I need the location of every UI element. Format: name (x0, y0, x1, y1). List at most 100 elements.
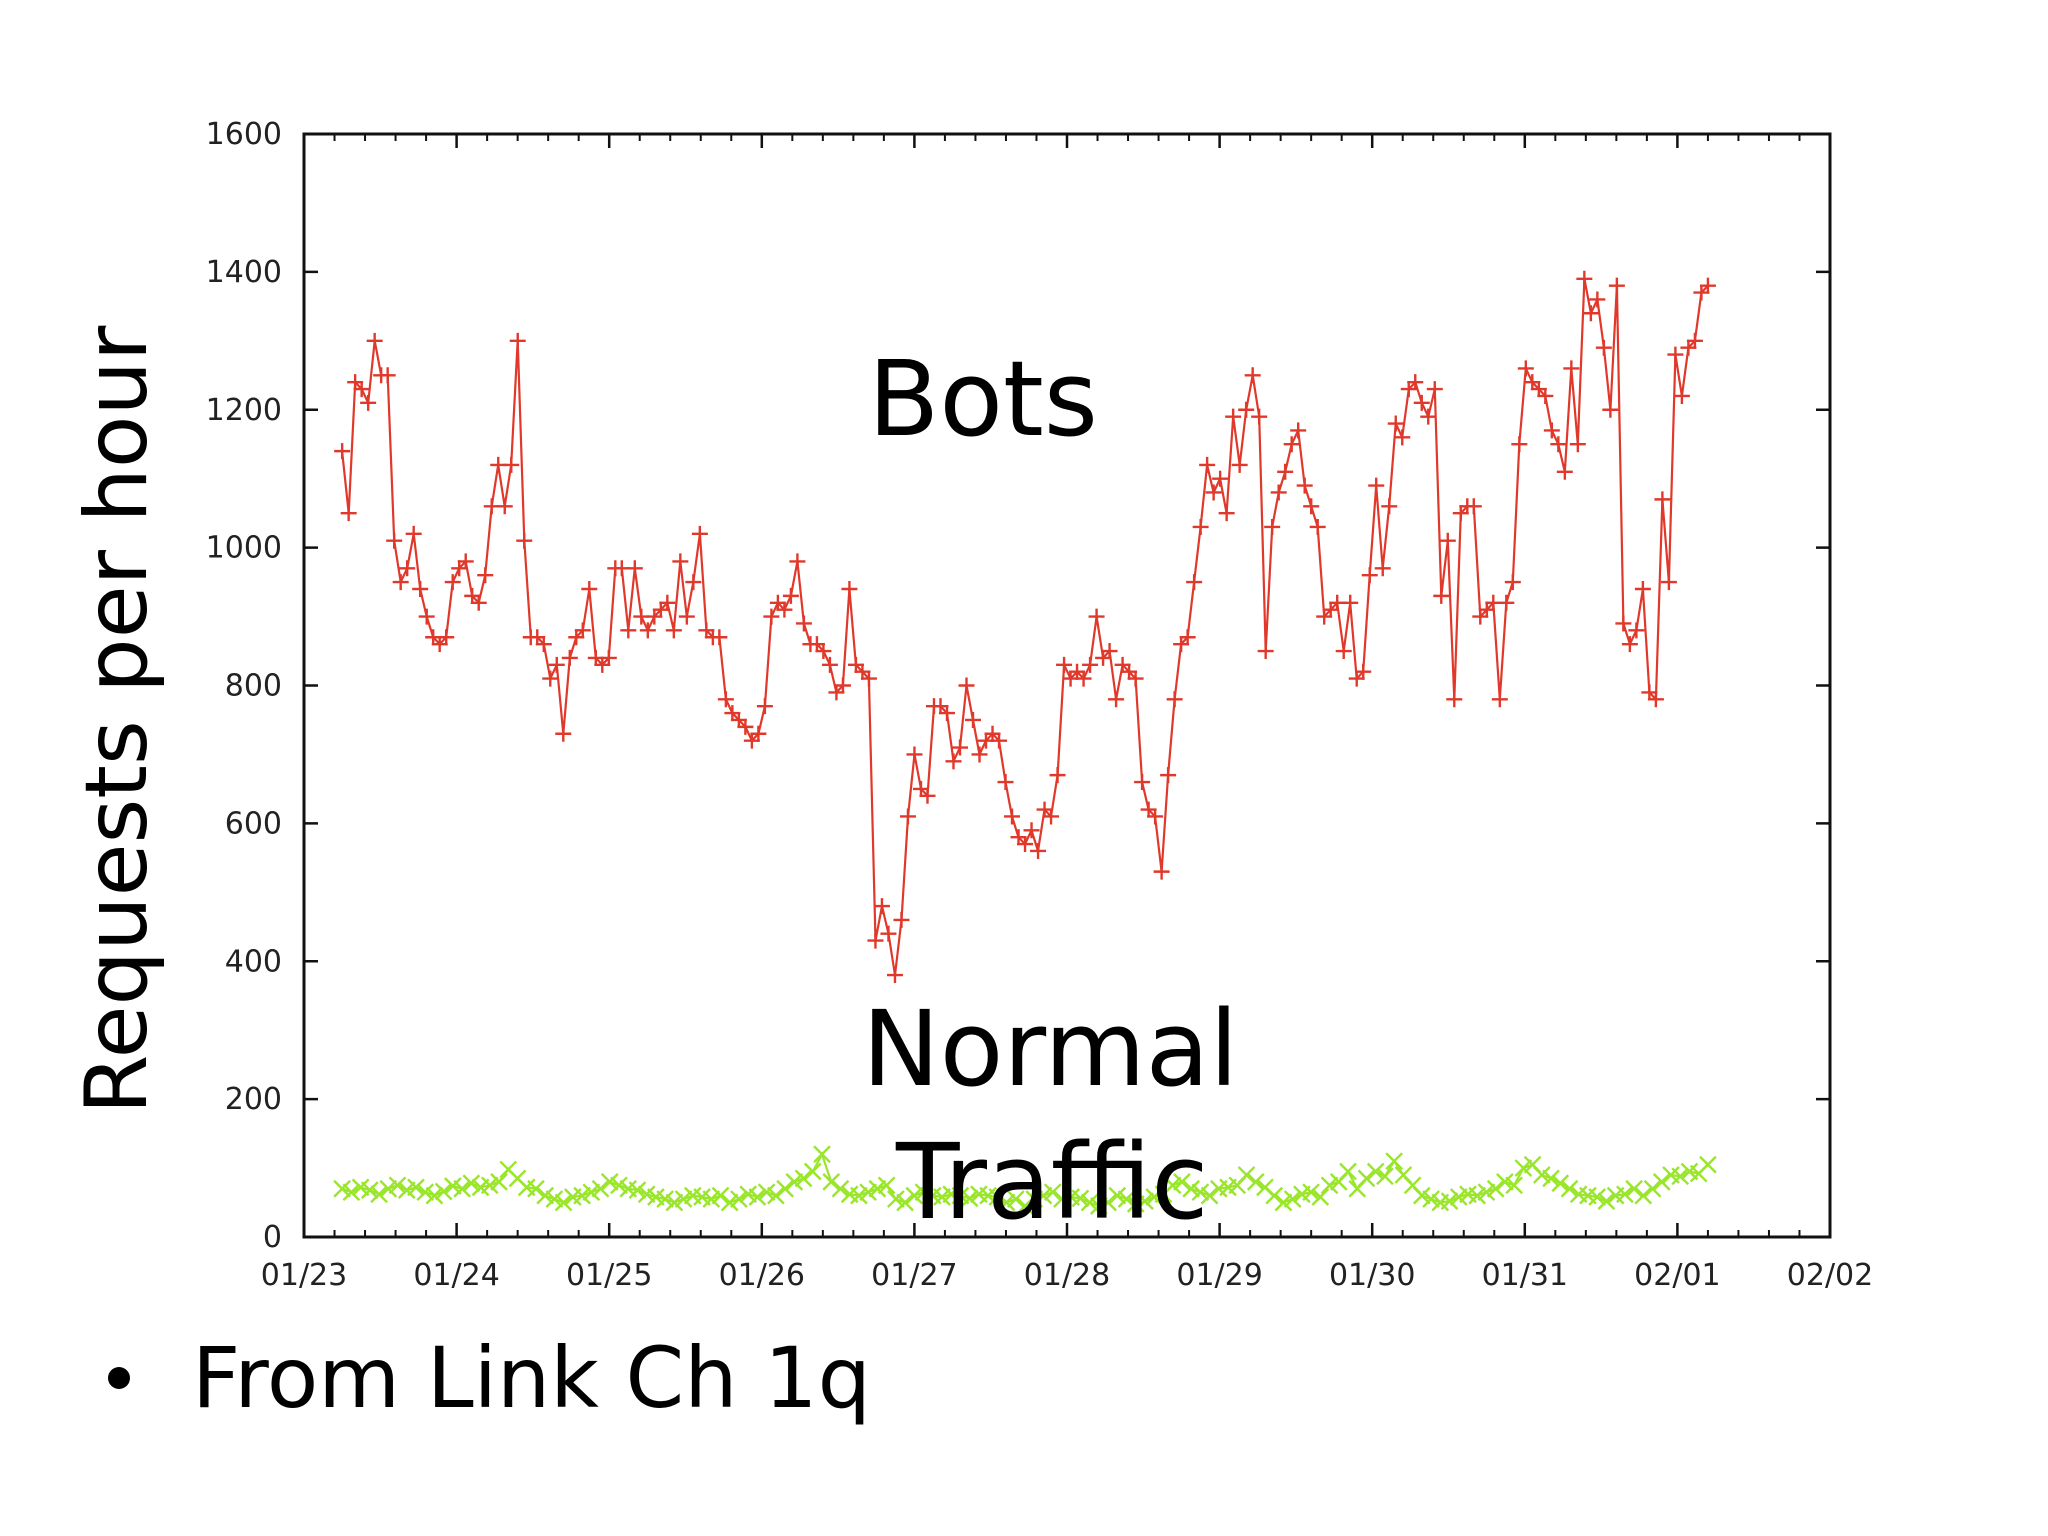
y-tick-label: 1000 (206, 531, 282, 566)
data-point (821, 656, 838, 673)
y-tick-label: 1600 (206, 117, 282, 152)
data-point (748, 1188, 767, 1206)
x-tick-label: 01/24 (413, 1258, 499, 1293)
data-point (659, 594, 676, 611)
y-tick-label: 400 (225, 944, 282, 979)
data-point (1517, 360, 1534, 377)
data-point (1686, 332, 1703, 349)
data-point (1621, 636, 1638, 653)
x-tick-label: 01/30 (1329, 1258, 1415, 1293)
data-point (490, 1173, 508, 1191)
data-point (438, 629, 455, 646)
data-point (366, 332, 383, 349)
data-point (1160, 767, 1177, 784)
data-point (545, 1190, 564, 1208)
data-point (1082, 656, 1099, 673)
data-point (782, 587, 799, 604)
data-point (822, 1173, 841, 1191)
data-point (1270, 484, 1287, 501)
data-point (1588, 1188, 1607, 1206)
data-point (600, 1173, 619, 1191)
data-point (342, 1183, 361, 1202)
data-point (1355, 663, 1372, 680)
data-point (444, 574, 461, 591)
data-point (392, 574, 409, 591)
data-point (1625, 1179, 1643, 1198)
data-point (1108, 1186, 1127, 1205)
data-point (1004, 808, 1021, 825)
data-point (1296, 477, 1313, 494)
data-point (370, 1185, 388, 1204)
data-point (1491, 691, 1508, 708)
data-point (1049, 767, 1066, 784)
series-layer (333, 270, 1717, 1215)
data-point (453, 1179, 471, 1198)
data-point (425, 1186, 444, 1205)
y-tick-labels: 0 200 400 600 800 1000 1200 1400 1600 (206, 117, 282, 1255)
data-point (785, 1173, 804, 1191)
data-point (665, 1193, 684, 1212)
data-point (831, 1179, 850, 1198)
x-tick-label: 01/26 (719, 1258, 805, 1293)
data-point (1147, 808, 1164, 825)
data-point (776, 601, 793, 618)
x-tick-label: 01/28 (1024, 1258, 1110, 1293)
data-point (1136, 1192, 1154, 1210)
data-point (1498, 594, 1515, 611)
data-point (1357, 1169, 1376, 1188)
data-point (737, 718, 754, 735)
data-point (412, 580, 429, 597)
data-point (834, 677, 851, 694)
data-point (360, 1181, 379, 1199)
data-point (1652, 1173, 1671, 1191)
data-point (1117, 1190, 1136, 1208)
data-point (763, 608, 780, 625)
data-point (859, 1183, 878, 1202)
data-point (672, 553, 689, 570)
data-point (503, 456, 520, 473)
data-point (1251, 408, 1268, 425)
data-point (548, 656, 565, 673)
data-point (1023, 822, 1040, 839)
data-point (1667, 346, 1684, 363)
data-point (379, 1179, 398, 1198)
data-point (711, 629, 728, 646)
traffic-annotation: Traffic (895, 1121, 1208, 1243)
data-point (407, 1178, 425, 1197)
data-point (418, 608, 435, 625)
data-point (893, 911, 910, 928)
data-point (776, 1179, 794, 1198)
data-point (674, 1190, 693, 1208)
data-point (1238, 401, 1255, 418)
data-point (815, 643, 832, 660)
data-point (1075, 670, 1092, 687)
x-tick-label: 01/29 (1176, 1258, 1262, 1293)
normal-annotation: Normal (862, 988, 1238, 1110)
data-point (756, 698, 773, 715)
data-point (1699, 1155, 1717, 1174)
data-point (1477, 1183, 1496, 1202)
data-point (914, 1183, 933, 1202)
data-point (480, 1176, 499, 1195)
data-point (1339, 1162, 1357, 1181)
data-point (1634, 580, 1651, 597)
data-point (1246, 1173, 1265, 1191)
data-point (527, 1179, 545, 1198)
x-tick-label: 01/25 (566, 1258, 652, 1293)
data-point (1088, 608, 1105, 625)
data-point (1426, 381, 1443, 398)
data-point (1569, 436, 1586, 453)
data-point (628, 1181, 647, 1199)
data-point (333, 1179, 351, 1198)
data-point (656, 1190, 674, 1208)
bullet-icon (108, 1367, 130, 1389)
data-point (1560, 1179, 1579, 1198)
data-point (1006, 1190, 1025, 1208)
data-point (1225, 408, 1242, 425)
data-point (1361, 567, 1378, 584)
data-point (1413, 394, 1430, 411)
data-point (988, 1188, 1007, 1206)
data-point (1514, 1159, 1533, 1177)
data-point (388, 1176, 407, 1195)
data-point (803, 1162, 822, 1181)
